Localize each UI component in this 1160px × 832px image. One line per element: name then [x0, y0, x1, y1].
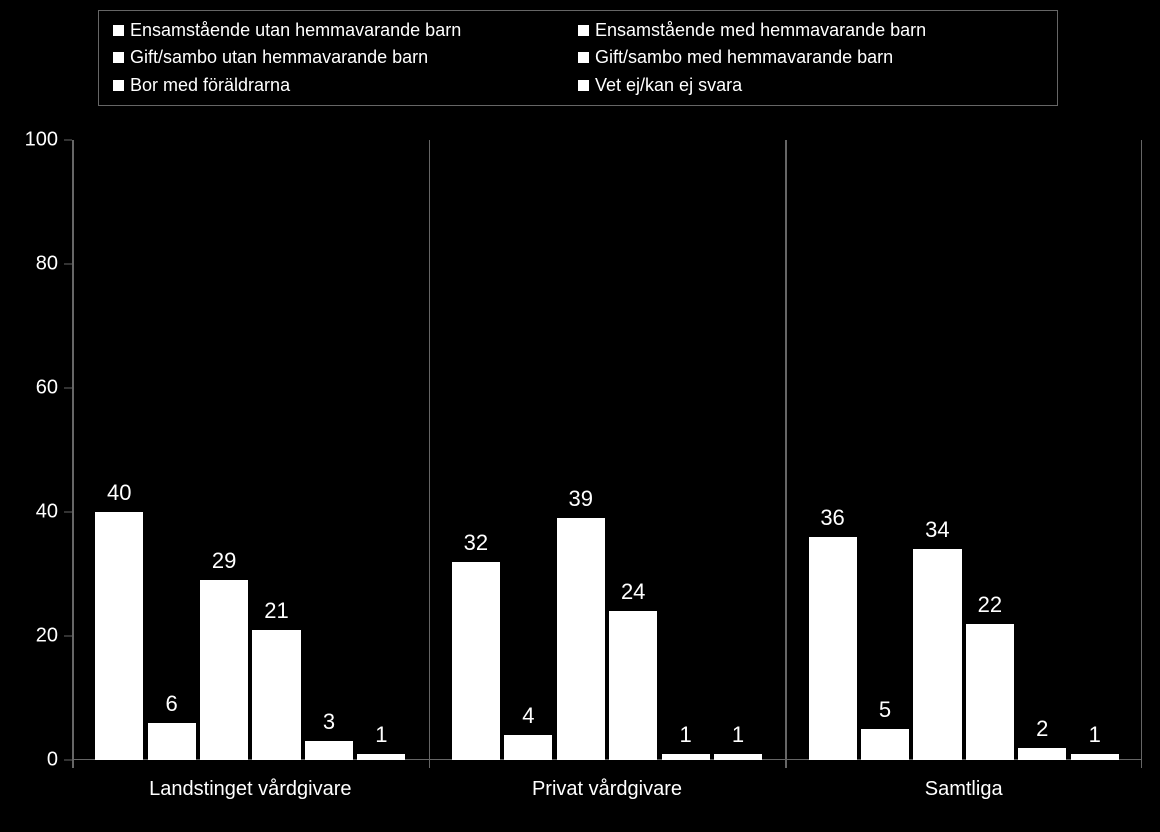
bar-value-label: 1 — [375, 722, 387, 748]
legend-label: Gift/sambo utan hemmavarande barn — [130, 47, 428, 68]
legend-item: Gift/sambo med hemmavarande barn — [578, 44, 1043, 71]
bar-group: 324392411 — [429, 140, 786, 760]
bar-group: 365342221 — [785, 140, 1142, 760]
y-tick-label: 80 — [36, 253, 58, 276]
bar-value-label: 3 — [323, 709, 335, 735]
legend-label: Ensamstående utan hemmavarande barn — [130, 20, 461, 41]
bar-value-label: 22 — [978, 592, 1002, 618]
y-tick: 20 — [36, 625, 72, 648]
bar-value-label: 1 — [732, 722, 744, 748]
bar: 22 — [966, 624, 1014, 760]
bar: 21 — [252, 630, 300, 760]
x-category-label: Privat vårdgivare — [532, 778, 682, 801]
bar: 40 — [95, 512, 143, 760]
legend-marker — [578, 25, 589, 36]
y-tick: 100 — [25, 129, 72, 152]
x-tick-mark — [1141, 760, 1143, 768]
y-tick-mark — [64, 139, 72, 141]
bar-group: 406292131 — [72, 140, 429, 760]
bar: 5 — [861, 729, 909, 760]
bar: 24 — [609, 611, 657, 760]
bar-value-label: 4 — [522, 703, 534, 729]
bar: 1 — [1071, 754, 1119, 760]
bar: 29 — [200, 580, 248, 760]
bar-value-label: 39 — [569, 486, 593, 512]
bar-value-label: 24 — [621, 579, 645, 605]
y-tick: 80 — [36, 253, 72, 276]
y-tick: 40 — [36, 501, 72, 524]
bar: 2 — [1018, 748, 1066, 760]
y-tick: 60 — [36, 377, 72, 400]
legend-marker — [578, 52, 589, 63]
legend-item: Ensamstående med hemmavarande barn — [578, 17, 1043, 44]
bar-value-label: 6 — [166, 691, 178, 717]
y-tick-label: 60 — [36, 377, 58, 400]
bar-value-label: 2 — [1036, 716, 1048, 742]
bar-value-label: 1 — [1089, 722, 1101, 748]
bar-value-label: 29 — [212, 548, 236, 574]
bar: 32 — [452, 562, 500, 760]
x-tick-mark — [785, 760, 787, 768]
x-category-label: Samtliga — [925, 778, 1003, 801]
x-tick-mark — [429, 760, 431, 768]
legend-item: Bor med föräldrarna — [113, 72, 578, 99]
legend-marker — [113, 80, 124, 91]
bar-value-label: 5 — [879, 697, 891, 723]
legend-label: Bor med föräldrarna — [130, 75, 290, 96]
bar-value-label: 34 — [925, 517, 949, 543]
bar: 4 — [504, 735, 552, 760]
legend-label: Vet ej/kan ej svara — [595, 75, 742, 96]
bar-value-label: 1 — [679, 722, 691, 748]
y-tick-label: 100 — [25, 129, 58, 152]
legend-item: Ensamstående utan hemmavarande barn — [113, 17, 578, 44]
bar-value-label: 32 — [464, 530, 488, 556]
bar: 1 — [662, 754, 710, 760]
legend-marker — [113, 52, 124, 63]
bar: 6 — [148, 723, 196, 760]
y-tick-mark — [64, 387, 72, 389]
y-tick-mark — [64, 511, 72, 513]
bar: 3 — [305, 741, 353, 760]
legend-marker — [578, 80, 589, 91]
bar-value-label: 21 — [264, 598, 288, 624]
bar-value-label: 40 — [107, 480, 131, 506]
bar: 34 — [913, 549, 961, 760]
plot-area: 020406080100406292131Landstinget vårdgiv… — [72, 140, 1142, 760]
y-tick-mark — [64, 635, 72, 637]
y-tick-label: 20 — [36, 625, 58, 648]
legend-label: Ensamstående med hemmavarande barn — [595, 20, 926, 41]
legend-item: Vet ej/kan ej svara — [578, 72, 1043, 99]
bar-value-label: 36 — [820, 505, 844, 531]
y-tick: 0 — [47, 749, 72, 772]
x-tick-mark — [72, 760, 74, 768]
bar-chart: Ensamstående utan hemmavarande barn Ensam… — [0, 0, 1160, 832]
y-tick-label: 40 — [36, 501, 58, 524]
legend: Ensamstående utan hemmavarande barn Ensam… — [98, 10, 1058, 106]
legend-label: Gift/sambo med hemmavarande barn — [595, 47, 893, 68]
bar: 1 — [714, 754, 762, 760]
y-tick-label: 0 — [47, 749, 58, 772]
legend-marker — [113, 25, 124, 36]
legend-item: Gift/sambo utan hemmavarande barn — [113, 44, 578, 71]
bar: 39 — [557, 518, 605, 760]
y-tick-mark — [64, 263, 72, 265]
y-tick-mark — [64, 759, 72, 761]
bar: 36 — [809, 537, 857, 760]
bar: 1 — [357, 754, 405, 760]
x-category-label: Landstinget vårdgivare — [149, 778, 351, 801]
